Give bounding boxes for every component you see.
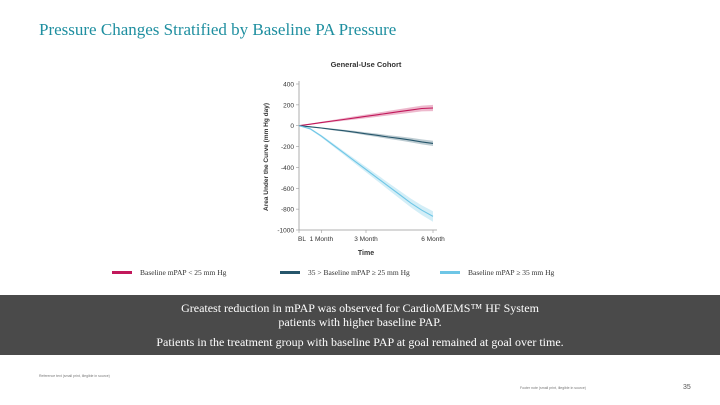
- reference-text: Reference text (small print, illegible i…: [39, 374, 110, 378]
- series-0-line: [298, 107, 434, 127]
- x-tick-label-1: 1 Month: [310, 236, 334, 243]
- legend-item-high: Baseline mPAP ≥ 35 mm Hg: [440, 268, 554, 277]
- footer-note: Footer note (small print, illegible in s…: [520, 386, 586, 390]
- legend-item-mid: 35 > Baseline mPAP ≥ 25 mm Hg: [280, 268, 410, 277]
- legend-swatch-high: [440, 271, 460, 274]
- series-2-line: [298, 125, 434, 217]
- summary-band: Greatest reduction in mPAP was observed …: [0, 295, 720, 355]
- y-tick-label-6: -800: [281, 207, 294, 214]
- series-2-ci-band: [299, 125, 433, 222]
- legend-label-low: Baseline mPAP < 25 mm Hg: [140, 268, 227, 277]
- summary-line-3: Patients in the treatment group with bas…: [156, 335, 564, 349]
- series-1-line: [298, 125, 434, 144]
- x-axis-label: Time: [358, 250, 374, 257]
- chart-title: General-Use Cohort: [331, 60, 402, 69]
- series-1-ci-band: [299, 125, 433, 146]
- chart: General-Use Cohort 400 200 0 -200 -400 -600 -80…: [255, 55, 455, 265]
- y-tick-label-2: 0: [290, 123, 294, 130]
- x-tick-label-2: 3 Month: [354, 236, 378, 243]
- y-axis-label: Area Under the Curve (mm Hg day): [263, 103, 270, 211]
- y-tick-label-4: -400: [281, 165, 294, 172]
- y-tick-label-7: -1000: [277, 228, 294, 235]
- page-number: 35: [683, 384, 691, 391]
- y-tick-label-5: -600: [281, 186, 294, 193]
- y-tick-label-1: 200: [283, 102, 294, 109]
- summary-line-2: patients with higher baseline PAP.: [278, 315, 442, 329]
- summary-primary: Greatest reduction in mPAP was observed …: [0, 301, 720, 329]
- y-tick-label-3: -200: [281, 144, 294, 151]
- legend-swatch-low: [112, 271, 132, 274]
- x-tick-label-3: 6 Month: [421, 236, 445, 243]
- legend-label-high: Baseline mPAP ≥ 35 mm Hg: [468, 268, 555, 277]
- legend-label-mid: 35 > Baseline mPAP ≥ 25 mm Hg: [308, 268, 410, 277]
- summary-line-1: Greatest reduction in mPAP was observed …: [181, 301, 539, 315]
- y-tick-label-0: 400: [283, 82, 294, 89]
- chart-svg: General-Use Cohort 400 200 0 -200 -400 -600 -80…: [263, 60, 445, 257]
- legend-item-low: Baseline mPAP < 25 mm Hg: [112, 268, 226, 277]
- slide-title: Pressure Changes Stratified by Baseline …: [39, 20, 397, 39]
- x-tick-label-0: BL: [298, 236, 306, 243]
- legend-swatch-mid: [280, 271, 300, 274]
